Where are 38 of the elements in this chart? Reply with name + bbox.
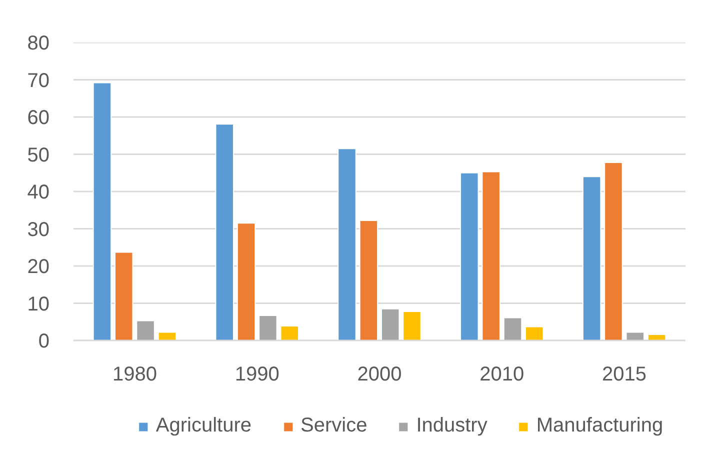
bar: [92, 82, 112, 340]
x-tick-label: 2015: [602, 364, 647, 386]
bar: [338, 148, 356, 340]
bar: [236, 222, 256, 340]
y-tick-label: 0: [38, 330, 50, 352]
y-tick-label: 80: [27, 32, 50, 54]
bar: [114, 252, 134, 340]
y-tick-label: 50: [27, 144, 50, 166]
x-tick-label: 1990: [234, 364, 280, 386]
bar: [258, 315, 278, 340]
bar: [582, 176, 602, 340]
bar: [482, 171, 500, 340]
bar: [604, 162, 623, 340]
legend-label: Service: [300, 414, 368, 438]
y-tick-label: 20: [27, 256, 50, 278]
x-tick-label: 1980: [112, 364, 157, 386]
legend-label: Agriculture: [156, 414, 252, 438]
y-tick-label: 40: [27, 182, 50, 204]
bar: [626, 332, 645, 340]
legend-label: Manufacturing: [536, 414, 664, 438]
bar: [359, 220, 378, 340]
y-tick-label: 60: [27, 107, 50, 129]
bar: [647, 334, 666, 340]
bar: [503, 317, 522, 340]
legend-label: Industry: [416, 414, 488, 438]
x-tick-label: 2000: [357, 364, 402, 386]
x-tick-label: 2010: [480, 364, 524, 386]
bar: [402, 310, 422, 340]
y-tick-label: 70: [27, 70, 50, 92]
y-tick-label: 10: [27, 293, 50, 316]
bar: [158, 332, 177, 340]
bar: [525, 326, 544, 340]
bar: [460, 172, 479, 340]
y-tick-label: 30: [27, 218, 50, 241]
bar: [380, 308, 400, 340]
bar: [280, 325, 299, 340]
bar: [215, 124, 234, 340]
bar: [136, 320, 155, 340]
